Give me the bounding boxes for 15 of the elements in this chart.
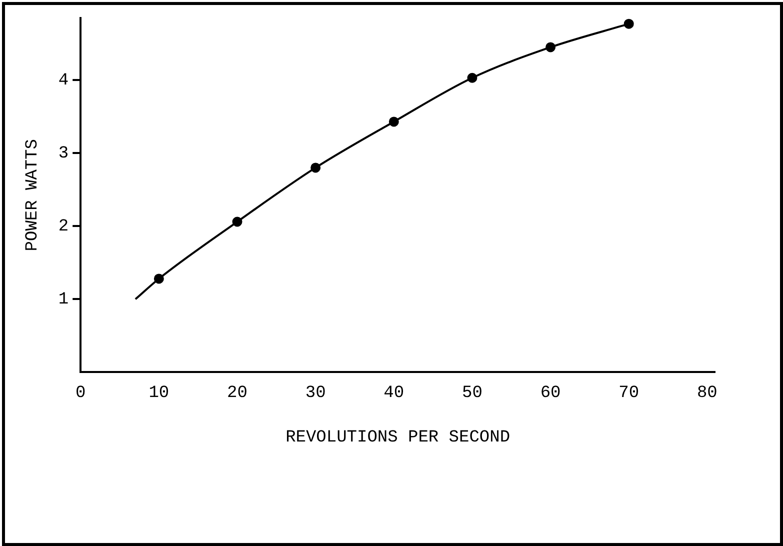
x-axis-title: REVOLUTIONS PER SECOND bbox=[286, 428, 510, 448]
x-tick-label: 70 bbox=[618, 384, 640, 403]
y-axis-title: POWER WATTS bbox=[24, 138, 43, 252]
x-tick-label: 20 bbox=[227, 384, 248, 403]
y-tick-label: 4 bbox=[58, 72, 69, 91]
x-tick-label: 40 bbox=[384, 384, 404, 403]
x-tick-label: 60 bbox=[540, 384, 561, 403]
x-tick-label: 80 bbox=[696, 384, 718, 403]
x-tick-label: 0 bbox=[76, 384, 86, 403]
x-tick-label: 10 bbox=[148, 384, 170, 403]
y-tick-label: 3 bbox=[58, 144, 69, 164]
y-tick-label: 1 bbox=[58, 290, 69, 310]
y-tick-label: 2 bbox=[58, 218, 69, 237]
x-tick-label: 50 bbox=[462, 384, 482, 403]
x-tick-label: 30 bbox=[305, 384, 326, 403]
